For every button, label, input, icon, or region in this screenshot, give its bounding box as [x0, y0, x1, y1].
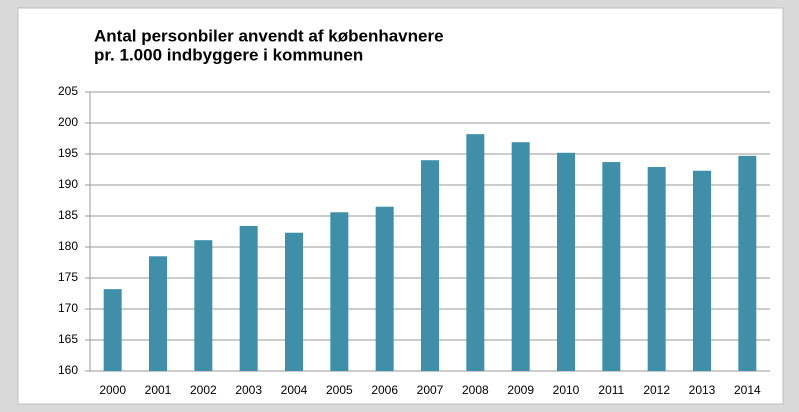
x-tick-label: 2009 [507, 383, 534, 397]
bar [149, 256, 167, 371]
bar [330, 212, 349, 371]
x-tick-label: 2014 [734, 383, 761, 397]
bar [693, 170, 711, 371]
x-tick-label: 2003 [235, 383, 262, 397]
x-tick-label: 2001 [145, 383, 172, 397]
y-tick-label: 160 [58, 363, 78, 377]
bar [557, 152, 575, 371]
y-tick-label: 185 [58, 208, 78, 222]
bar [511, 142, 530, 371]
x-tick-label: 2011 [598, 383, 624, 397]
bar [421, 160, 439, 371]
y-tick-label: 190 [58, 177, 78, 191]
y-tick-label: 200 [58, 115, 78, 129]
chart-panel [17, 7, 784, 405]
bar [738, 155, 757, 371]
bar [602, 162, 621, 371]
x-tick-label: 2008 [462, 383, 489, 397]
y-tick-label: 195 [58, 146, 78, 160]
bar [466, 134, 485, 371]
x-tick-label: 2012 [643, 383, 670, 397]
bar [103, 289, 122, 371]
y-tick-label: 165 [58, 332, 78, 346]
x-tick-label: 2007 [417, 383, 444, 397]
y-tick-label: 205 [58, 84, 78, 98]
bar [194, 240, 213, 371]
bar [239, 225, 258, 371]
bar [285, 232, 303, 371]
x-tick-label: 2002 [190, 383, 217, 397]
bar [647, 167, 666, 371]
y-tick-label: 170 [58, 301, 78, 315]
x-tick-label: 2000 [99, 383, 126, 397]
y-tick-label: 180 [58, 239, 78, 253]
chart-title: Antal personbiler anvendt af københavner… [94, 26, 444, 45]
x-tick-label: 2006 [371, 383, 398, 397]
x-tick-label: 2010 [553, 383, 580, 397]
bar [375, 206, 394, 371]
x-tick-label: 2013 [689, 383, 716, 397]
y-tick-label: 175 [58, 270, 78, 284]
chart-title: pr. 1.000 indbyggere i kommunen [94, 45, 363, 64]
x-tick-label: 2005 [326, 383, 353, 397]
x-tick-label: 2004 [281, 383, 308, 397]
